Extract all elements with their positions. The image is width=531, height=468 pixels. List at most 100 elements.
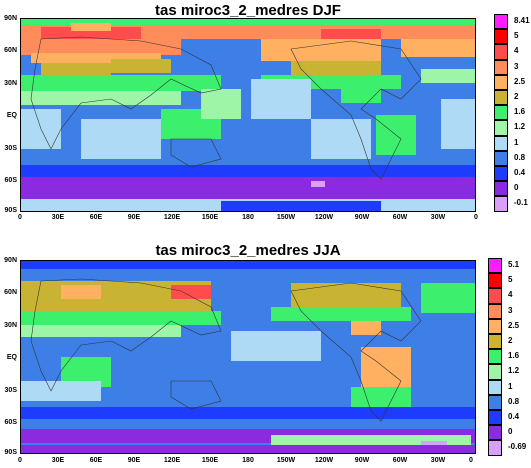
- legend-swatch: [488, 379, 502, 395]
- color-legend: 8.41 5 4 3 2.5 2 1.6 1.2 1 0.8 0.4 0 -0.1: [494, 14, 531, 214]
- legend-swatch: [494, 14, 508, 30]
- field-region: [21, 165, 475, 177]
- lon-label: 90E: [127, 214, 141, 221]
- legend-swatch: [494, 196, 508, 212]
- legend-swatch: [494, 105, 508, 121]
- coastline: [30, 278, 222, 392]
- lon-label: 120E: [163, 457, 181, 464]
- legend-label: 3: [508, 305, 513, 315]
- legend-swatch: [488, 440, 502, 456]
- legend-label: 0: [514, 183, 519, 193]
- lon-label: 90E: [127, 457, 141, 464]
- legend-label: 4: [508, 290, 513, 300]
- legend-label: 1.6: [508, 351, 520, 361]
- field-region: [61, 285, 101, 299]
- lon-label: 90W: [354, 457, 370, 464]
- lat-label: 30N: [4, 322, 17, 329]
- field-region: [31, 53, 161, 63]
- legend-label: 0.4: [514, 168, 526, 177]
- legend-swatch: [488, 425, 502, 441]
- field-region: [251, 79, 311, 119]
- legend-label: -0.1: [514, 198, 528, 208]
- lat-label: 30N: [4, 80, 17, 87]
- field-region: [311, 119, 371, 159]
- legend-swatch: [488, 273, 502, 289]
- legend-swatch: [494, 44, 508, 60]
- lon-label: 120W: [314, 214, 334, 221]
- field-region: [321, 29, 381, 39]
- legend-swatch: [494, 120, 508, 136]
- map-title: tas miroc3_2_medres DJF: [155, 2, 341, 19]
- legend-label: -0.69: [508, 442, 527, 452]
- legend-swatch: [494, 59, 508, 75]
- lon-label: 30E: [51, 457, 65, 464]
- field-region: [171, 285, 211, 299]
- lon-label: 0: [469, 457, 473, 464]
- color-legend: 5.1 5 4 3 2.5 2 1.6 1.2 1 0.8 0.4 0 -0.69: [488, 258, 531, 458]
- legend-swatch: [488, 288, 502, 304]
- lon-label: 0: [474, 214, 478, 221]
- field-region: [221, 201, 381, 211]
- map-area: [20, 18, 476, 212]
- legend-swatch: [488, 349, 502, 365]
- lat-label: 30S: [4, 387, 17, 394]
- lon-label: 60W: [392, 214, 408, 221]
- legend-label: 1: [514, 137, 519, 147]
- legend-swatch: [494, 74, 508, 90]
- field-region: [41, 63, 111, 77]
- legend-label: 2.5: [514, 76, 526, 86]
- field-region: [111, 59, 171, 73]
- lon-label: 90W: [354, 214, 370, 221]
- legend-swatch: [488, 318, 502, 334]
- coastline: [30, 36, 222, 150]
- lon-label: 0: [18, 214, 22, 221]
- legend-label: 5: [514, 31, 519, 41]
- legend-label: 1.2: [514, 122, 526, 132]
- field-region: [81, 119, 161, 159]
- lon-label: 60E: [89, 214, 103, 221]
- legend-swatch: [488, 394, 502, 410]
- field-region: [21, 177, 475, 199]
- field-region: [21, 445, 475, 453]
- lat-label: 60N: [4, 289, 17, 296]
- temperature-field: [21, 19, 475, 211]
- coastline: [170, 380, 222, 410]
- field-region: [291, 61, 381, 75]
- field-region: [21, 269, 475, 281]
- lat-label: EQ: [6, 112, 17, 119]
- legend-label: 8.41: [514, 16, 530, 25]
- lon-label: 0: [18, 457, 22, 464]
- lat-label: 60S: [4, 177, 17, 184]
- field-region: [271, 307, 411, 321]
- field-region: [311, 181, 325, 187]
- field-region: [21, 311, 221, 325]
- field-region: [421, 69, 475, 83]
- field-region: [361, 347, 411, 387]
- lat-label: 90N: [4, 15, 17, 22]
- legend-label: 1: [508, 381, 513, 391]
- lon-label: 60W: [392, 457, 408, 464]
- lon-label: 120W: [314, 457, 334, 464]
- field-region: [201, 89, 241, 119]
- legend-swatch: [494, 29, 508, 45]
- lat-label: 90S: [4, 207, 17, 214]
- field-region: [21, 419, 475, 431]
- field-region: [231, 331, 321, 361]
- lon-label: 30W: [430, 457, 446, 464]
- field-region: [351, 321, 381, 335]
- field-region: [421, 283, 475, 313]
- legend-swatch: [494, 166, 508, 182]
- lat-label: 60N: [4, 47, 17, 54]
- lon-label: 30W: [430, 214, 446, 221]
- field-region: [71, 23, 111, 31]
- legend-label: 2: [514, 92, 519, 101]
- lat-label: 90S: [4, 449, 17, 456]
- temperature-field: [21, 261, 475, 453]
- field-region: [401, 39, 475, 57]
- legend-label: 2: [508, 336, 513, 345]
- lon-label: 60E: [89, 457, 103, 464]
- coastline: [290, 282, 422, 422]
- lon-label: 150E: [201, 214, 219, 221]
- lon-label: 180: [242, 214, 254, 221]
- legend-swatch: [494, 150, 508, 166]
